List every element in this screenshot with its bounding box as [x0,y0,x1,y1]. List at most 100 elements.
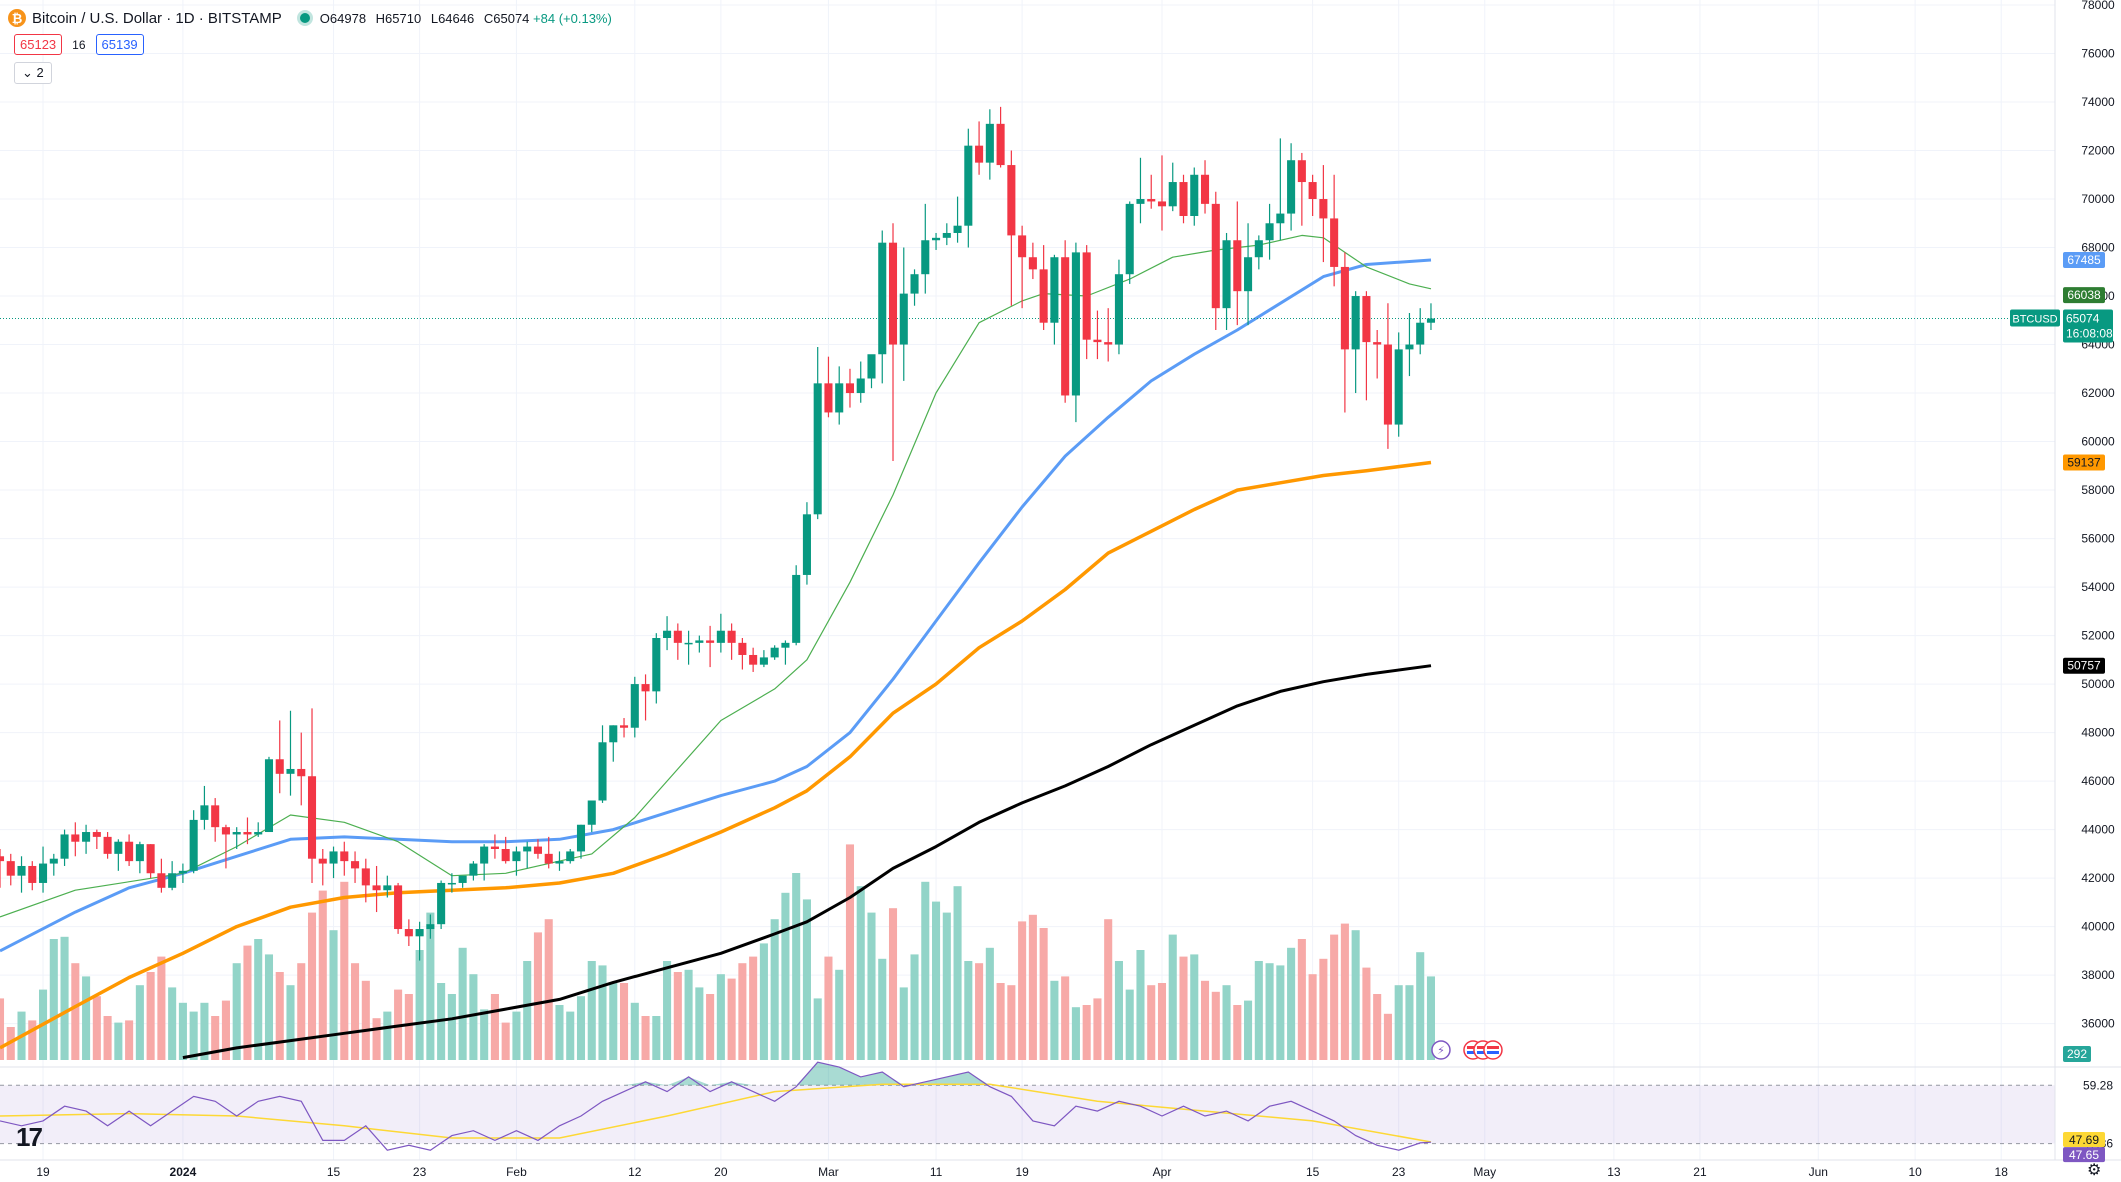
symbol-tag: BTCUSD [2012,313,2057,325]
time-tick-label: 19 [1015,1165,1029,1179]
volume-bar [318,890,327,1060]
candle-body [888,242,898,345]
candle-body [404,929,413,937]
volume-bar [1297,939,1306,1060]
candle-body [92,832,101,837]
candles [0,106,1436,961]
volume-bar [0,998,5,1060]
ohlc-values: O64978 H65710 L64646 C65074 +84 (+0.13%) [320,11,612,26]
rsi-value-tag: 47.65 [2069,1148,2099,1162]
volume-bar [1136,950,1145,1060]
candle-body [71,834,80,842]
candle-body [426,924,435,930]
volume-bar [1222,985,1231,1060]
volume-bar [1093,998,1102,1060]
volume-bar [404,994,413,1060]
candle-body [480,846,489,864]
candle-body [49,858,58,864]
time-tick-label: 21 [1693,1165,1707,1179]
candle-body [297,768,306,777]
time-tick-label: 10 [1908,1165,1922,1179]
volume-bar [103,1016,112,1060]
settings-gear-icon[interactable]: ⚙ [2087,1162,2102,1179]
volume-bar [533,932,542,1060]
candle-body [437,882,446,925]
candle-body [1136,199,1145,204]
low-value: L64646 [430,10,475,26]
candle-body [587,800,596,825]
volume-bar [727,978,736,1060]
symbol-title[interactable]: Bitcoin / U.S. Dollar · 1D · BITSTAMP [32,9,282,27]
sma-20-line [0,234,1432,918]
candle-body [394,885,403,930]
volume-bar [1190,954,1199,1060]
rsi-pane [0,1061,2121,1151]
candle-body [60,834,69,859]
price-tick-label: 58000 [2081,483,2115,497]
volume-bar [555,1005,564,1060]
candle-body [447,882,456,885]
tradingview-logo-icon[interactable]: 17 [16,1122,43,1152]
volume-bar [1340,923,1349,1060]
candle-body [1222,240,1231,309]
price-tick-label: 52000 [2081,629,2115,643]
price-tick-label: 74000 [2081,95,2115,109]
candle-body [523,846,532,852]
candle-body [189,819,198,871]
rsi-ma-line [0,1083,1432,1143]
sma-20-price-tag: 66038 [2067,288,2101,302]
sell-button[interactable]: 65123 [14,34,63,55]
candle-body [17,865,26,876]
time-tick-label: 20 [714,1165,728,1179]
symbol-tag-bg [2010,309,2060,327]
volume-bar [1168,934,1177,1060]
volume-bar [523,961,532,1060]
candle-body [1179,182,1188,216]
volume-bar [975,963,984,1060]
candle-body [867,354,876,379]
candle-body [82,832,91,842]
candle-body [469,863,478,876]
candle-body [490,846,499,849]
candle-body [211,805,220,828]
buy-button[interactable]: 65139 [95,34,144,55]
candle-body [792,574,801,643]
price-tick-label: 42000 [2081,871,2115,885]
candle-body [372,885,381,891]
lightning-event-icon[interactable] [1431,1040,1451,1060]
volume-bar [1319,958,1328,1060]
candle-body [706,640,715,643]
volume-bar [49,939,58,1060]
volume-bar [1394,985,1403,1060]
indicators-toggle-button[interactable]: ⌄ 2 [14,62,52,84]
volume-bar [878,958,887,1060]
candle-body [975,145,984,163]
candle-body [0,856,5,862]
volume-bar [770,919,779,1060]
time-tick-label: Feb [506,1165,527,1179]
volume-bar [910,954,919,1060]
current-price-tag-bg [2063,309,2113,343]
volume-bar [501,1022,510,1060]
candle-body [1383,344,1392,425]
sma-20-price-tag-bg [2063,287,2105,304]
us-flag-event-icon[interactable] [1483,1040,1503,1060]
rsi-value-tag-bg [2063,1147,2105,1163]
candle-body [727,630,736,643]
volume-bar [1276,965,1285,1060]
volume-bar [673,972,682,1060]
candle-body [673,630,682,643]
candle-body [1071,252,1080,396]
candle-body [1157,201,1167,207]
price-tick-label: 54000 [2081,580,2115,594]
candle-body [942,232,951,238]
candle-body [566,851,575,862]
candle-body [695,640,704,643]
candle-body [512,851,521,862]
volume-bar [178,1002,187,1060]
volume-bar [609,983,618,1060]
candle-body [1125,203,1134,275]
volume-bar [1039,928,1048,1060]
volume-bar [114,1022,123,1060]
